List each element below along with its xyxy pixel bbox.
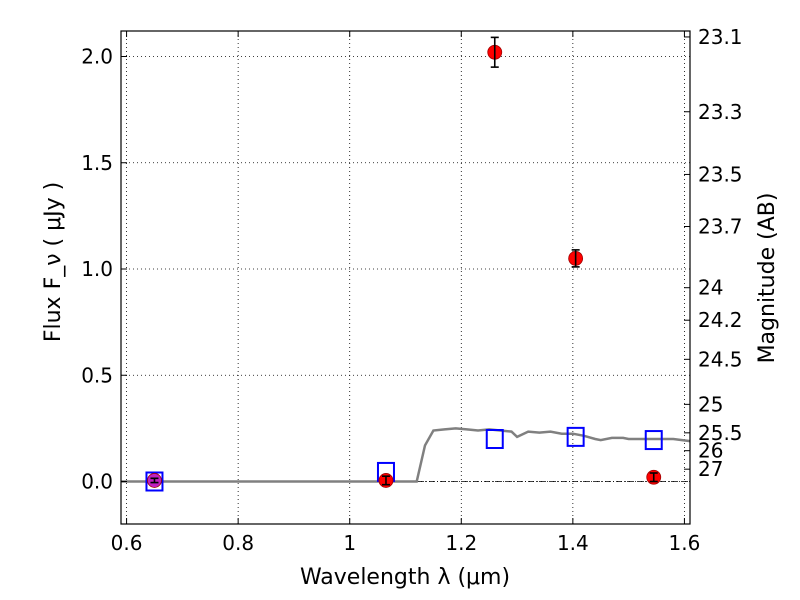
right-tick-label: 24.2 [698, 308, 743, 332]
x-axis-label: Wavelength λ (μm) [300, 565, 510, 590]
y-tick-label: 1.5 [81, 151, 113, 175]
right-tick-label: 23.3 [698, 100, 743, 124]
right-tick-label: 25.5 [698, 421, 743, 445]
model-photometry-square [485, 429, 504, 449]
model-spectrum-line [121, 427, 691, 483]
y-tick-label: 0.0 [81, 470, 113, 494]
right-tick-label: 25 [698, 392, 723, 416]
y-axis-ticks: 0.0 0.5 1.0 1.5 2.0 [81, 45, 127, 494]
right-tick-label: 23.5 [698, 162, 743, 186]
grid [121, 31, 690, 524]
model-photometry-square [145, 471, 164, 492]
right-tick-label: 23.7 [698, 215, 743, 239]
y-tick-label: 1.0 [81, 257, 113, 281]
right-tick-label: 27 [698, 457, 723, 481]
axes-frame [120, 30, 691, 525]
x-tick-label: 1.6 [669, 531, 701, 555]
right-tick-label: 26 [698, 439, 723, 463]
x-tick-label: 0.6 [111, 531, 143, 555]
right-tick-label: 24.5 [698, 347, 743, 371]
y-tick-label: 0.5 [81, 363, 113, 387]
right-tick-label: 24 [698, 276, 723, 300]
y-axis-label-left: Flux F_ν ( μJy ) [41, 182, 66, 342]
x-tick-label: 1 [343, 531, 356, 555]
x-tick-label: 0.8 [222, 531, 254, 555]
x-axis-ticks: 0.6 0.8 1 1.2 1.4 1.6 [111, 31, 701, 555]
model-photometry-square [566, 426, 585, 447]
plot-series [121, 36, 691, 492]
x-tick-label: 1.4 [557, 531, 589, 555]
right-tick-label: 23.1 [698, 25, 743, 49]
y-tick-label: 2.0 [81, 45, 113, 69]
model-photometry-square [644, 430, 663, 451]
y-axis-label-right: Magnitude (AB) [755, 193, 780, 364]
x-tick-label: 1.2 [445, 531, 477, 555]
